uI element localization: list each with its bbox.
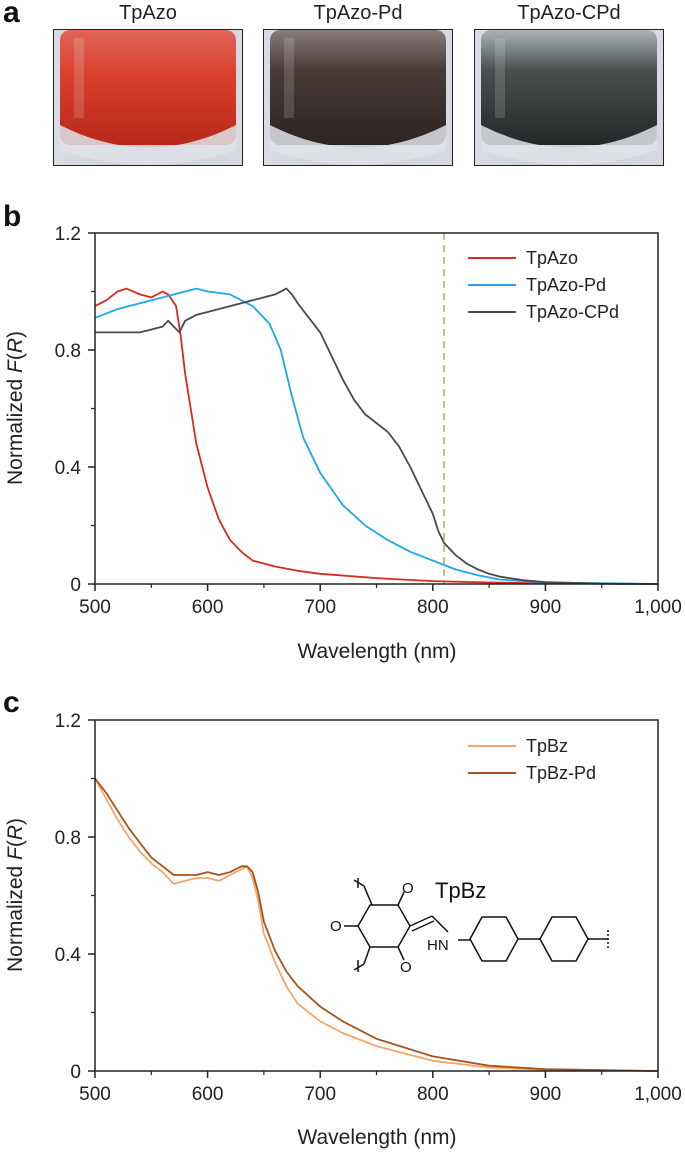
vial-tpazo-pd-image	[264, 30, 452, 165]
b-x-tick-label: 800	[417, 597, 449, 618]
photo-label-tpazo-pd: TpAzo-Pd	[313, 2, 403, 24]
b-series-tpazo-cpd	[95, 287, 659, 585]
panel-letter-c: c	[3, 686, 20, 719]
photo-tpazo-pd	[263, 29, 453, 166]
b-x-tick-label: 1,000	[634, 597, 682, 618]
photo-tpazo-cpd	[474, 29, 664, 166]
b-x-tick-label: 600	[192, 597, 224, 618]
vial-tpazo-cpd-image	[475, 30, 663, 165]
b-legend-label: TpAzo-Pd	[526, 275, 606, 295]
photo-label-tpazo: TpAzo	[119, 2, 177, 24]
b-y-tick-label: 0	[70, 575, 81, 596]
b-y-axis-label: Normalized F(R)	[4, 331, 27, 485]
vial-tpazo-image	[54, 30, 242, 165]
panel-letter-a: a	[3, 0, 20, 29]
b-y-tick-label: 0.8	[55, 341, 81, 362]
b-legend-label: TpAzo	[526, 248, 578, 268]
photo-label-tpazo-cpd: TpAzo-CPd	[517, 2, 621, 24]
panel-letter-b: b	[3, 200, 22, 233]
b-y-tick-label: 1.2	[55, 224, 81, 245]
b-series-tpazo	[94, 287, 659, 585]
b-x-axis-label: Wavelength (nm)	[297, 640, 456, 663]
b-legend-label: TpAzo-CPd	[526, 302, 619, 322]
photo-tpazo	[53, 29, 243, 166]
b-series-tpazo-pd	[94, 287, 659, 585]
b-x-tick-label: 700	[304, 597, 336, 618]
b-y-tick-label: 0.4	[55, 458, 82, 479]
b-x-tick-label: 900	[530, 597, 562, 618]
b-plot-frame	[94, 232, 659, 585]
b-x-tick-label: 500	[79, 597, 111, 618]
